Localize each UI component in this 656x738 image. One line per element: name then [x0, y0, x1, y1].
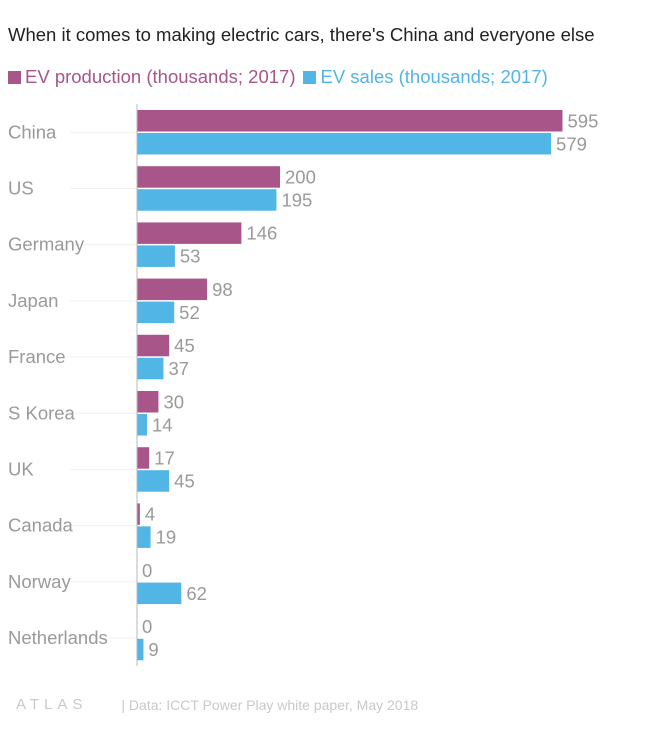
atlas-logo: ATLAS	[16, 696, 88, 713]
source-note: | Data: ICCT Power Play white paper, May…	[121, 696, 419, 713]
value-label-sales-china: 579	[556, 133, 587, 154]
category-label-china: China	[8, 121, 57, 142]
value-label-sales-germany: 53	[180, 246, 201, 267]
category-label-netherlands: Netherlands	[8, 627, 108, 648]
legend: EV production (thousands; 2017) EV sales…	[8, 66, 556, 88]
legend-swatch-sales	[303, 70, 317, 84]
value-label-production-s-korea: 30	[163, 391, 184, 412]
value-label-production-germany: 146	[246, 223, 277, 244]
bar-production-s-korea	[137, 391, 159, 413]
bar-production-japan	[137, 278, 208, 301]
value-label-sales-france: 37	[168, 358, 189, 379]
bar-sales-germany	[137, 245, 175, 267]
category-label-uk: UK	[8, 458, 34, 479]
value-label-production-canada: 4	[145, 504, 155, 525]
category-label-norway: Norway	[8, 571, 71, 592]
category-label-us: US	[8, 177, 34, 198]
bar-sales-us	[137, 189, 277, 211]
legend-item-production: EV production (thousands; 2017)	[8, 66, 295, 88]
value-label-sales-canada: 19	[156, 527, 177, 548]
footer: ATLAS | Data: ICCT Power Play white pape…	[16, 696, 418, 713]
bar-production-uk	[137, 447, 150, 469]
bar-sales-uk	[137, 470, 170, 492]
value-label-production-us: 200	[285, 166, 316, 187]
legend-item-sales: EV sales (thousands; 2017)	[303, 66, 548, 88]
value-label-production-france: 45	[174, 335, 195, 356]
category-label-japan: Japan	[8, 290, 58, 311]
category-label-canada: Canada	[8, 515, 74, 536]
value-label-production-uk: 17	[154, 447, 175, 468]
bar-sales-s-korea	[137, 414, 148, 436]
value-label-sales-japan: 52	[179, 302, 200, 323]
category-label-germany: Germany	[8, 234, 85, 255]
bar-production-germany	[137, 222, 242, 244]
legend-label-production: EV production (thousands; 2017)	[25, 66, 296, 87]
legend-label-sales: EV sales (thousands; 2017)	[320, 66, 548, 87]
bar-production-france	[137, 334, 170, 357]
value-label-sales-uk: 45	[174, 470, 195, 491]
bar-sales-china	[137, 133, 552, 155]
category-label-france: France	[8, 346, 66, 367]
bar-sales-france	[137, 357, 164, 380]
legend-swatch-production	[8, 70, 21, 84]
value-label-production-china: 595	[568, 110, 599, 131]
bar-sales-norway	[137, 582, 182, 605]
value-label-sales-netherlands: 9	[148, 639, 158, 660]
category-label-s-korea: S Korea	[8, 402, 76, 423]
bar-production-canada	[137, 503, 140, 525]
bar-production-china	[137, 110, 563, 132]
bar-sales-canada	[137, 526, 151, 548]
value-label-production-netherlands: 0	[142, 616, 152, 637]
value-label-production-japan: 98	[212, 279, 233, 300]
bar-sales-japan	[137, 301, 175, 324]
value-label-sales-us: 195	[281, 189, 312, 210]
value-label-sales-norway: 62	[186, 583, 207, 604]
value-label-sales-s-korea: 14	[152, 414, 173, 435]
chart-title: When it comes to making electric cars, t…	[8, 24, 595, 45]
value-label-production-norway: 0	[142, 560, 152, 581]
bar-production-us	[137, 166, 281, 188]
bar-sales-netherlands	[137, 638, 144, 661]
